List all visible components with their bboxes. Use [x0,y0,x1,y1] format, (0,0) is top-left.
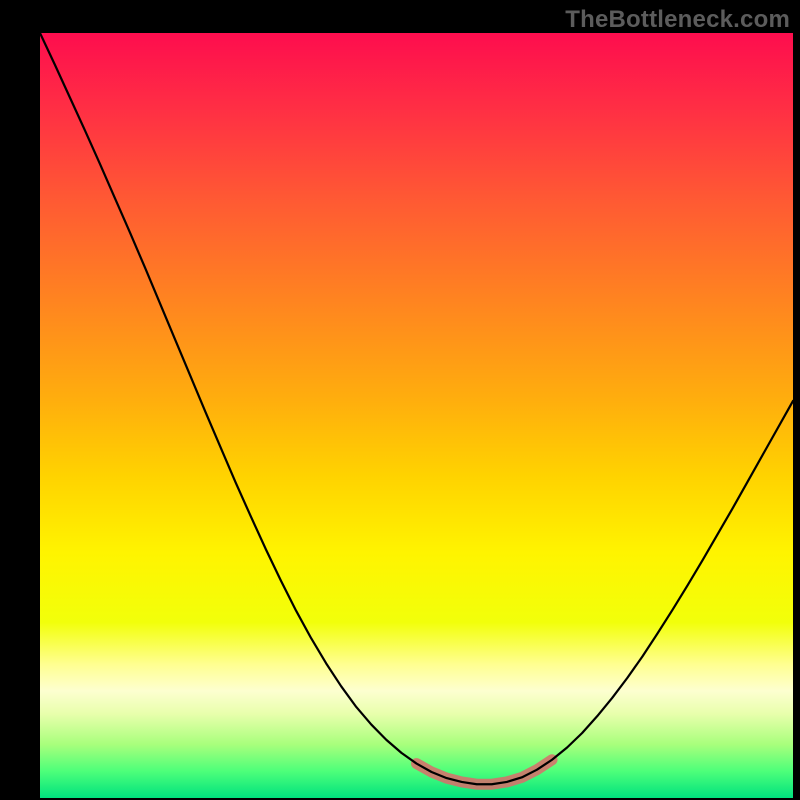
watermark-text: TheBottleneck.com [565,6,790,34]
gradient-background [40,33,793,798]
bottleneck-curve-chart [40,33,793,798]
chart-container: { "watermark": { "text": "TheBottleneck.… [0,0,800,800]
